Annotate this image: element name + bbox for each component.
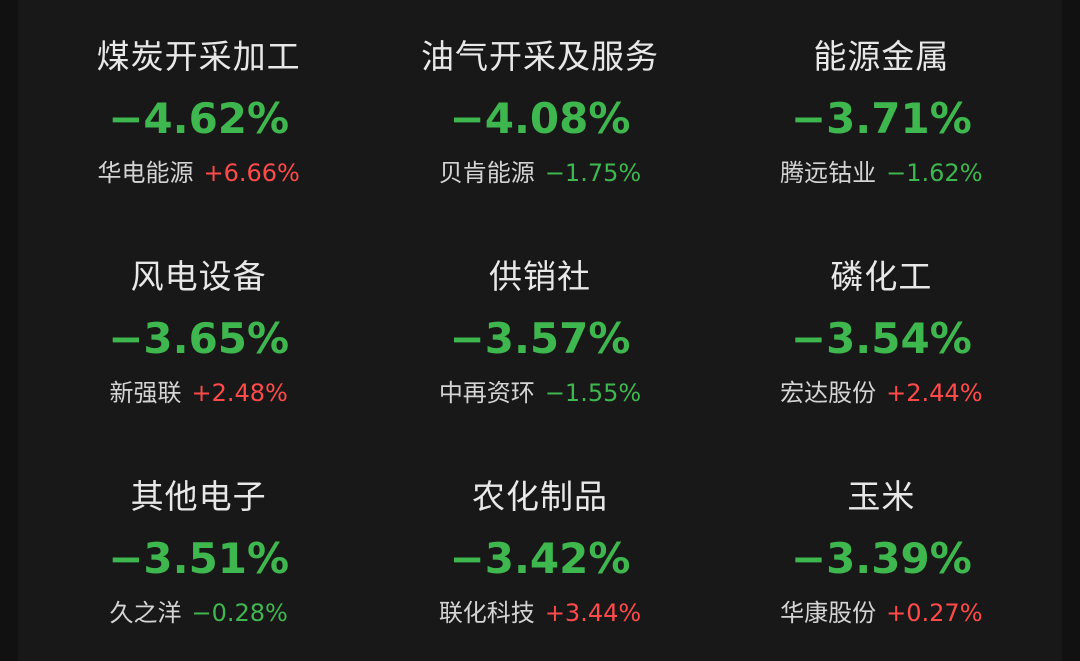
right-edge [1062,0,1080,661]
stock-change: +2.44% [886,379,983,407]
sector-card-wind-power[interactable]: 风电设备 −3.65% 新强联 +2.48% [28,220,369,440]
sector-card-corn[interactable]: 玉米 −3.39% 华康股份 +0.27% [711,440,1052,661]
stock-name: 腾远钴业 [780,159,877,187]
stock-change: −0.28% [191,599,288,627]
leading-stock[interactable]: 新强联 +2.48% [109,377,287,409]
sector-name: 农化制品 [471,477,608,516]
stock-name: 久之洋 [109,599,182,627]
stock-name: 宏达股份 [780,379,877,407]
sector-card-coal[interactable]: 煤炭开采加工 −4.62% 华电能源 +6.66% [28,0,369,220]
sector-card-phosphorus[interactable]: 磷化工 −3.54% 宏达股份 +2.44% [711,220,1052,440]
sector-change: −3.54% [790,314,972,363]
sector-card-energy-metals[interactable]: 能源金属 −3.71% 腾远钴业 −1.62% [711,0,1052,220]
sector-change: −3.51% [108,534,290,583]
sector-name: 风电设备 [130,257,267,296]
sector-name: 磷化工 [830,257,933,296]
sector-change: −3.42% [449,534,631,583]
sector-change: −3.71% [790,94,972,143]
sector-change: −3.39% [790,534,972,583]
stock-name: 华电能源 [97,159,194,187]
sector-change: −4.08% [449,94,631,143]
stock-change: −1.55% [544,379,642,407]
sector-name: 煤炭开采加工 [96,37,301,76]
leading-stock[interactable]: 宏达股份 +2.44% [780,377,982,409]
leading-stock[interactable]: 腾远钴业 −1.62% [780,157,982,189]
stock-name: 中再资环 [438,379,535,407]
stock-change: +3.44% [544,599,642,627]
stock-change: −1.75% [544,159,642,187]
sector-name: 其他电子 [130,477,267,516]
stock-change: +2.48% [191,379,288,407]
sector-name: 能源金属 [813,37,950,76]
left-edge [0,0,18,661]
sector-change: −3.65% [108,314,290,363]
sector-card-supply-coop[interactable]: 供销社 −3.57% 中再资环 −1.55% [369,220,710,440]
stock-change: +6.66% [203,159,300,187]
sector-name: 玉米 [847,477,916,516]
stock-name: 华康股份 [780,599,877,627]
leading-stock[interactable]: 久之洋 −0.28% [109,597,287,629]
sector-card-agrochemicals[interactable]: 农化制品 −3.42% 联化科技 +3.44% [369,440,710,661]
sector-card-oil-gas[interactable]: 油气开采及服务 −4.08% 贝肯能源 −1.75% [369,0,710,220]
leading-stock[interactable]: 华康股份 +0.27% [780,597,982,629]
stock-name: 新强联 [109,379,182,407]
stock-change: −1.62% [886,159,983,187]
sector-grid: 煤炭开采加工 −4.62% 华电能源 +6.66% 油气开采及服务 −4.08% … [28,0,1052,661]
sector-name: 供销社 [488,257,591,296]
sector-change: −4.62% [108,94,290,143]
leading-stock[interactable]: 联化科技 +3.44% [439,597,641,629]
leading-stock[interactable]: 贝肯能源 −1.75% [439,157,641,189]
stock-name: 联化科技 [438,599,535,627]
sector-name: 油气开采及服务 [420,37,659,76]
stock-change: +0.27% [886,599,983,627]
leading-stock[interactable]: 中再资环 −1.55% [439,377,641,409]
leading-stock[interactable]: 华电能源 +6.66% [97,157,299,189]
stock-name: 贝肯能源 [438,159,535,187]
sector-change: −3.57% [449,314,631,363]
sector-card-other-electronics[interactable]: 其他电子 −3.51% 久之洋 −0.28% [28,440,369,661]
